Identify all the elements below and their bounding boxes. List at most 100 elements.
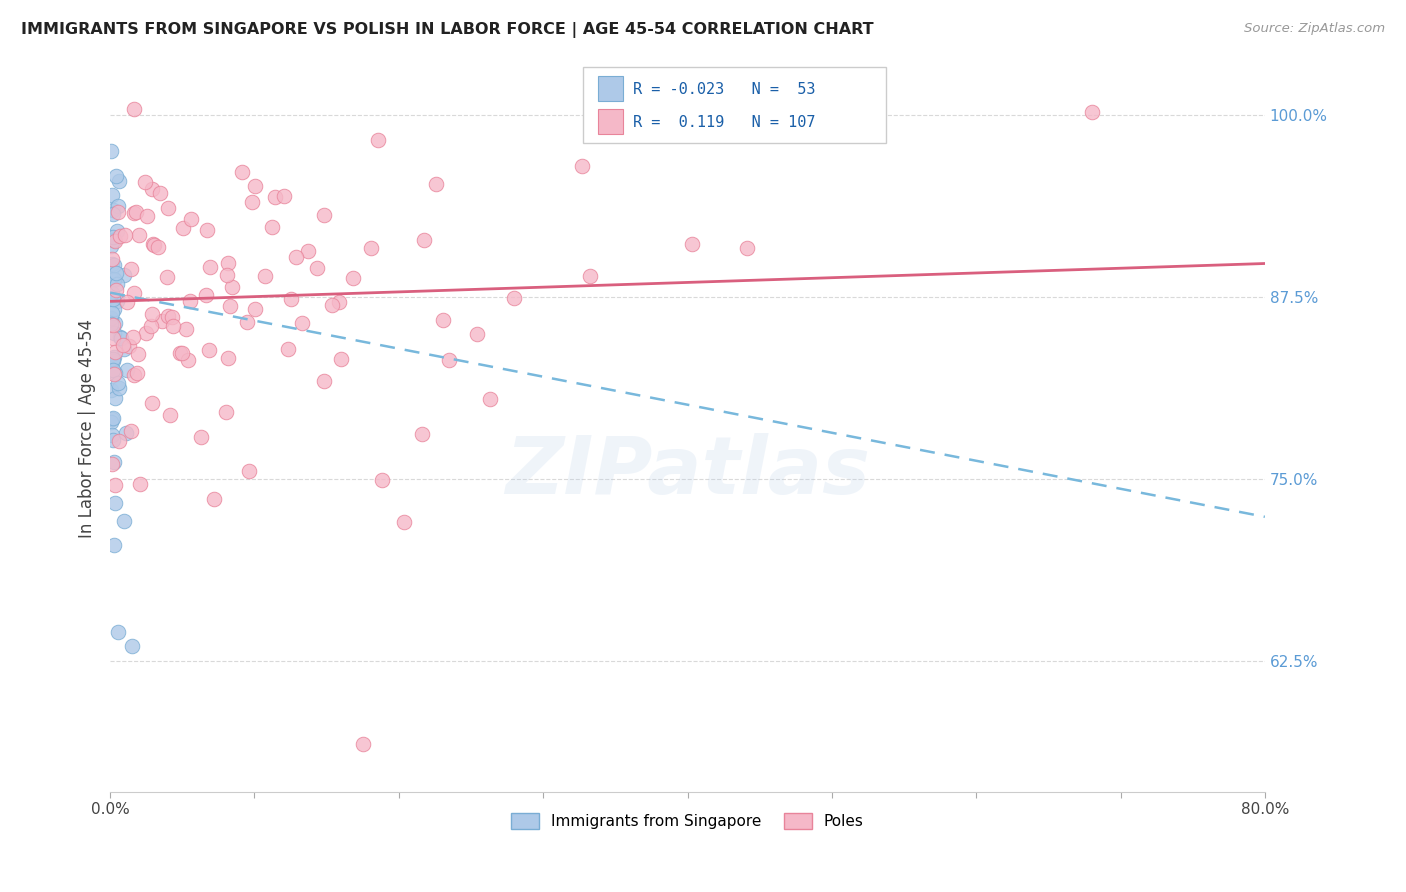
Point bbox=[425, 177, 447, 191]
Text: R =  0.119   N = 107: R = 0.119 N = 107 bbox=[633, 115, 815, 130]
Point bbox=[105, 284, 128, 298]
Point bbox=[217, 256, 239, 270]
Legend: Immigrants from Singapore, Poles: Immigrants from Singapore, Poles bbox=[505, 807, 870, 835]
Point bbox=[329, 351, 352, 366]
Point bbox=[141, 308, 163, 322]
Point bbox=[141, 318, 163, 333]
Point bbox=[135, 209, 157, 223]
Point bbox=[103, 271, 125, 285]
Point bbox=[107, 624, 129, 639]
Point bbox=[238, 464, 260, 478]
Point bbox=[413, 233, 436, 247]
Point bbox=[107, 277, 129, 291]
Point bbox=[107, 199, 129, 213]
Point bbox=[121, 640, 143, 654]
Point bbox=[157, 201, 180, 215]
Point bbox=[177, 353, 200, 368]
Point bbox=[170, 346, 193, 360]
Point bbox=[128, 228, 150, 243]
Point bbox=[101, 433, 124, 447]
Point bbox=[195, 222, 218, 236]
Point bbox=[360, 241, 382, 255]
Point bbox=[146, 240, 169, 254]
Point bbox=[735, 241, 758, 255]
Point bbox=[328, 295, 350, 310]
Point bbox=[215, 405, 238, 419]
Point bbox=[172, 220, 194, 235]
Point bbox=[127, 366, 149, 380]
Point bbox=[579, 268, 602, 283]
Point bbox=[291, 316, 314, 330]
Point bbox=[122, 102, 145, 116]
Point bbox=[277, 342, 299, 356]
Point bbox=[571, 159, 593, 173]
Point bbox=[439, 353, 461, 368]
Point bbox=[108, 229, 131, 244]
Point bbox=[217, 351, 239, 365]
Point bbox=[142, 237, 165, 252]
Point bbox=[478, 392, 501, 406]
Point bbox=[134, 175, 156, 189]
Point bbox=[198, 343, 221, 357]
Point bbox=[157, 310, 180, 324]
Point bbox=[159, 409, 181, 423]
Point bbox=[465, 327, 488, 342]
Point bbox=[149, 186, 172, 201]
Point bbox=[849, 105, 872, 120]
Point bbox=[104, 344, 127, 359]
Point bbox=[264, 189, 287, 203]
Point bbox=[100, 238, 122, 252]
Point bbox=[101, 257, 124, 271]
Point bbox=[314, 374, 336, 388]
Point bbox=[190, 430, 212, 444]
Point bbox=[103, 368, 125, 382]
Point bbox=[103, 318, 125, 332]
Point bbox=[104, 266, 127, 280]
Point bbox=[101, 352, 124, 367]
Point bbox=[105, 169, 128, 183]
Point bbox=[107, 381, 129, 395]
Point bbox=[120, 261, 142, 276]
Point bbox=[1080, 105, 1102, 120]
Point bbox=[503, 291, 526, 305]
Point bbox=[125, 205, 148, 219]
Point bbox=[342, 271, 364, 285]
Point bbox=[122, 368, 145, 383]
Point bbox=[103, 273, 125, 287]
Point bbox=[198, 260, 221, 274]
Point bbox=[112, 268, 135, 282]
Point bbox=[101, 285, 124, 300]
Y-axis label: In Labor Force | Age 45-54: In Labor Force | Age 45-54 bbox=[79, 318, 96, 538]
Point bbox=[285, 250, 308, 264]
Point bbox=[273, 189, 295, 203]
Point bbox=[231, 165, 253, 179]
Point bbox=[103, 202, 125, 217]
Point bbox=[122, 286, 145, 301]
Point bbox=[141, 182, 163, 196]
Point bbox=[104, 391, 127, 405]
Text: R = -0.023   N =  53: R = -0.023 N = 53 bbox=[633, 82, 815, 97]
Point bbox=[114, 227, 136, 242]
Point bbox=[371, 473, 394, 487]
Point bbox=[235, 315, 257, 329]
Point bbox=[100, 412, 122, 426]
Point bbox=[254, 268, 277, 283]
Point bbox=[121, 330, 143, 344]
Point bbox=[112, 343, 135, 357]
Point bbox=[100, 457, 122, 471]
Point bbox=[104, 316, 127, 330]
Point bbox=[118, 339, 141, 353]
Point bbox=[103, 455, 125, 469]
Point bbox=[105, 224, 128, 238]
Point bbox=[280, 292, 302, 306]
Point bbox=[114, 425, 136, 440]
Point bbox=[103, 331, 125, 345]
Point bbox=[432, 313, 454, 327]
Point bbox=[100, 383, 122, 397]
Point bbox=[162, 318, 184, 333]
Point bbox=[104, 235, 127, 249]
Point bbox=[681, 236, 703, 251]
Point bbox=[101, 362, 124, 376]
Point bbox=[219, 299, 242, 313]
Point bbox=[180, 211, 202, 226]
